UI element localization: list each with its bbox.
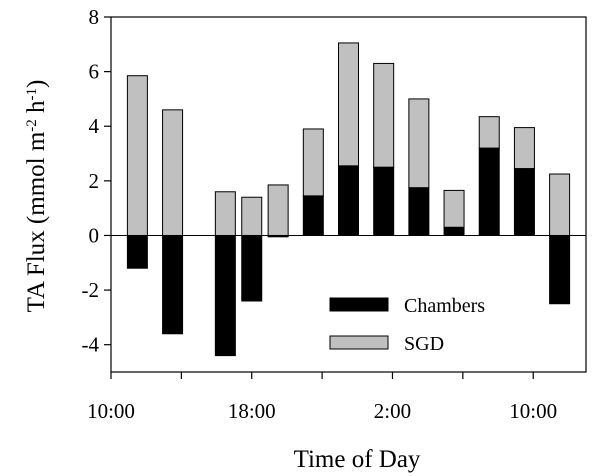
bar-chambers [241,234,263,302]
y-tick-label: 2 [89,169,100,193]
x-axis-title: Time of Day [294,446,421,473]
bar-sgd [267,184,289,236]
legend-swatch-chambers [329,297,389,312]
y-axis: -4 -2 0 2 4 6 8 [82,5,111,357]
y-axis-title-exponent-1: -2 [24,119,40,132]
y-tick-label: 6 [89,60,100,84]
bar-sgd [338,42,359,167]
bar-sgd [373,62,395,168]
y-tick-label: 0 [89,223,100,247]
bar-sgd [408,98,430,189]
x-tick-label: 2:00 [374,399,411,423]
bars-layer [126,42,571,357]
legend-label-chambers: Chambers [404,295,485,317]
bar-sgd [478,116,500,149]
bar-sgd [241,196,263,236]
legend-label-sgd: SGD [404,333,444,355]
x-axis: 10:00 18:00 2:00 10:00 [87,372,557,423]
bar-chambers [302,195,324,236]
y-tick-label: 4 [89,114,100,138]
bar-chambers [408,187,430,236]
bar-sgd [443,189,465,228]
bar-chambers [478,147,500,236]
legend: Chambers SGD [329,295,485,355]
bar-chambers [214,234,236,357]
bar-chambers [338,165,359,236]
bar-chambers [126,234,148,269]
y-tick-label: 8 [89,5,100,29]
plot-frame [110,16,587,373]
bar-sgd [302,128,324,197]
y-axis-title: TA Flux (mmol m-2 h-1) [23,80,50,313]
bar-chambers [443,226,465,236]
bar-sgd [214,191,236,236]
bar-sgd [126,75,148,236]
x-tick-label: 18:00 [228,399,276,423]
x-tick-label: 10:00 [509,399,557,423]
y-axis-title-main: TA Flux (mmol m [23,131,50,312]
bar-chambers [373,166,395,236]
y-tick-label: -2 [82,278,100,302]
y-axis-title-mid: h [23,100,50,119]
y-tick-label: -4 [82,333,100,357]
bar-chambers [549,234,571,305]
bar-chambers [513,168,535,236]
bar-chambers [162,234,184,335]
bar-sgd [549,173,571,236]
bar-sgd [513,127,535,170]
bar-sgd [162,109,184,236]
legend-swatch-sgd [329,335,389,350]
x-tick-label: 10:00 [87,399,135,423]
y-axis-title-exponent-2: -1 [24,88,40,101]
y-axis-title-end: ) [23,80,50,88]
